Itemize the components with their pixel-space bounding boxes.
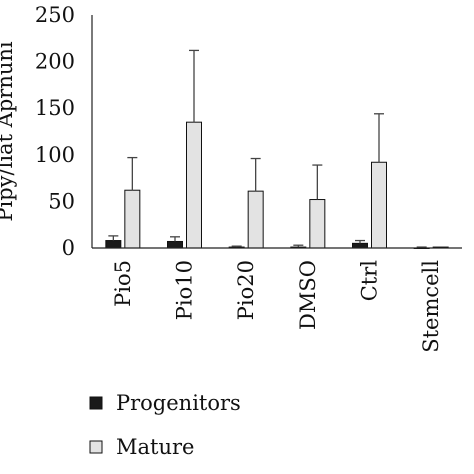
axes [91, 15, 462, 249]
y-tick-label: 200 [35, 50, 75, 74]
legend-label-mature: Mature [116, 435, 194, 459]
bar-mature-pio10 [186, 121, 202, 249]
y-tick-label: 250 [35, 3, 75, 27]
y-axis-title: Pipy/liat Aprnuni [0, 41, 17, 222]
y-axis-title-group: Pipy/liat Aprnuni [0, 41, 17, 222]
x-tick-label: Pio20 [234, 260, 258, 320]
bar-mature-dmso [309, 199, 326, 249]
bar-mature-ctrl [371, 161, 387, 249]
y-tick-label: 150 [35, 96, 75, 120]
y-axis-ticks: 0 50 100 150 200 250 [35, 3, 75, 260]
bar-mature-pio5 [124, 189, 141, 249]
y-tick-label: 100 [35, 143, 75, 167]
y-tick-label: 50 [48, 189, 75, 213]
bar-mature-pio20 [247, 190, 264, 249]
bars [105, 49, 449, 249]
bar-progenitors-ctrl [352, 242, 368, 249]
legend: Progenitors Mature [89, 391, 241, 459]
y-tick-label: 0 [62, 236, 75, 260]
x-tick-label: Ctrl [358, 260, 382, 302]
bar-progenitors-pio10 [167, 240, 183, 249]
x-tick-label: Pio5 [111, 260, 135, 307]
legend-swatch-mature [89, 440, 103, 454]
legend-swatch-progenitors [89, 396, 103, 410]
x-tick-label: Stemcell [419, 260, 443, 353]
x-tick-label: DMSO [296, 260, 320, 330]
category-labels: Pio5 Pio10 Pio20 DMSO Ctrl Stemcell [111, 260, 443, 353]
bar-progenitors-pio5 [105, 240, 122, 249]
x-tick-label: Pio10 [173, 260, 197, 320]
legend-label-progenitors: Progenitors [116, 391, 241, 415]
